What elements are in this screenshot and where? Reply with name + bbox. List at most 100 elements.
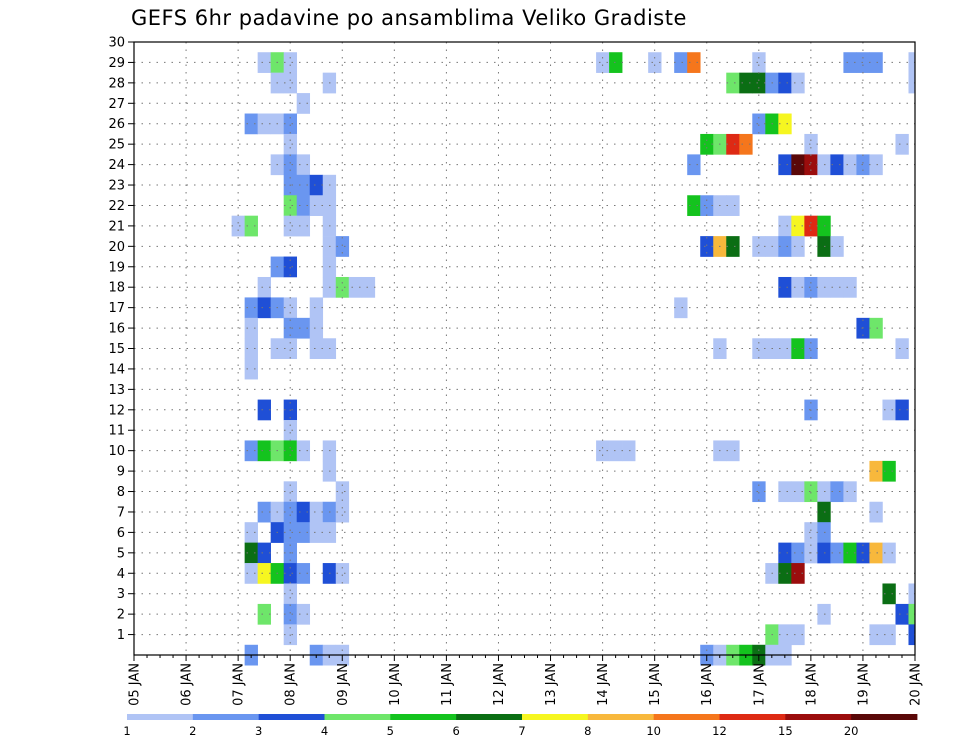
heatmap-cell [895, 133, 909, 155]
heatmap-cell [791, 215, 805, 237]
colorbar-swatch [785, 714, 852, 720]
heatmap-cell [752, 113, 766, 135]
heatmap-cell [283, 481, 298, 503]
heatmap-cell [283, 52, 298, 73]
heatmap-cell [283, 603, 298, 625]
colorbar-legend: 1 2 3 4 5 6 7 8 10 12 15 20 [123, 714, 918, 738]
colorbar-label: 7 [518, 724, 525, 738]
y-tick-label: 24 [108, 158, 125, 173]
y-tick-label: 16 [108, 322, 125, 337]
heatmap-cell [791, 276, 805, 298]
y-tick-label: 25 [108, 138, 125, 153]
heatmap-cell [752, 338, 766, 360]
heatmap-cell [778, 215, 792, 237]
heatmap-cell [335, 276, 350, 298]
heatmap-cell [726, 72, 740, 94]
heatmap-cell [296, 174, 311, 196]
heatmap-cell [882, 583, 896, 605]
heatmap-cell [908, 583, 916, 605]
heatmap-cell [778, 236, 792, 257]
x-tick-label: 15 JAN [648, 663, 663, 706]
heatmap-cell [700, 236, 714, 257]
heatmap-cell [778, 154, 792, 176]
x-tick-label: 20 JAN [909, 663, 924, 706]
heatmap-cell [283, 256, 298, 278]
y-tick-label: 18 [108, 281, 125, 296]
heatmap-cell [882, 399, 896, 421]
chart-title: GEFS 6hr padavine po ansamblima Veliko G… [131, 6, 687, 30]
x-axis: 05 JAN 06 JAN 07 JAN 08 JAN 09 JAN 10 JAN 11 J… [128, 655, 924, 706]
x-tick-label: 06 JAN [180, 663, 195, 706]
y-tick-label: 27 [108, 97, 125, 112]
heatmap-cell [843, 276, 857, 298]
heatmap-cell [791, 72, 805, 94]
x-tick-label: 18 JAN [804, 663, 819, 706]
colorbar-swatch [653, 714, 720, 720]
heatmap-cell [257, 542, 271, 564]
colorbar-label: 2 [189, 724, 196, 738]
heatmap-cell [309, 297, 324, 319]
heatmap-cell [244, 522, 258, 543]
heatmap-cell [309, 338, 324, 360]
x-tick-label: 17 JAN [752, 663, 767, 706]
y-tick-label: 10 [108, 444, 125, 459]
heatmap-cell [687, 195, 701, 216]
heatmap-cell [296, 440, 311, 462]
heatmap-cell [843, 154, 857, 176]
grid-lines [134, 42, 915, 655]
heatmap-cell [335, 481, 350, 503]
heatmap-cell [244, 542, 258, 564]
heatmap-cell [843, 542, 857, 564]
heatmap-cell [296, 215, 311, 237]
heatmap-cell [804, 522, 818, 543]
heatmap-cell [791, 236, 805, 257]
heatmap-cell [283, 297, 298, 319]
heatmap-cell [244, 358, 258, 380]
heatmap-cell [335, 563, 350, 584]
heatmap-cell [335, 501, 350, 523]
heatmap-cell [791, 563, 805, 584]
heatmap-cell [283, 583, 298, 605]
heatmap-cell [895, 338, 909, 360]
heatmap-cell [739, 133, 753, 155]
y-tick-label: 5 [117, 546, 125, 561]
heatmap-cell [830, 542, 844, 564]
y-tick-label: 2 [117, 608, 125, 623]
heatmap-cell [791, 338, 805, 360]
heatmap-cell [309, 522, 324, 543]
heatmap-cells [231, 52, 916, 666]
heatmap-cell [882, 542, 896, 564]
heatmap-cell [257, 276, 271, 298]
y-tick-label: 20 [108, 240, 125, 255]
heatmap-cell [882, 624, 896, 646]
heatmap-cell [804, 276, 818, 298]
colorbar-swatch [851, 714, 918, 720]
heatmap-cell [778, 563, 792, 584]
y-tick-label: 11 [108, 424, 125, 439]
x-tick-label: 11 JAN [440, 663, 455, 706]
heatmap-cell [752, 481, 766, 503]
heatmap-cell [257, 563, 271, 584]
heatmap-cell [778, 276, 792, 298]
colorbar-swatch [456, 714, 523, 720]
colorbar-swatch [324, 714, 391, 720]
heatmap-cell [596, 52, 610, 73]
colorbar-label: 8 [584, 724, 591, 738]
heatmap-cell [335, 236, 350, 257]
heatmap-cell [856, 154, 870, 176]
heatmap-cell [648, 52, 662, 73]
x-tick-label: 19 JAN [856, 663, 871, 706]
x-tick-label: 05 JAN [128, 663, 143, 706]
heatmap-cell [752, 236, 766, 257]
heatmap-cell [804, 154, 818, 176]
heatmap-cell [674, 297, 688, 319]
heatmap-cell [296, 154, 311, 176]
y-tick-label: 28 [108, 76, 125, 91]
colorbar-swatch [719, 714, 786, 720]
y-tick-label: 14 [108, 362, 125, 377]
heatmap-cell [843, 481, 857, 503]
y-tick-label: 7 [117, 505, 125, 520]
x-tick-label: 07 JAN [232, 663, 247, 706]
heatmap-cell [752, 72, 766, 94]
heatmap-cell [257, 52, 271, 73]
